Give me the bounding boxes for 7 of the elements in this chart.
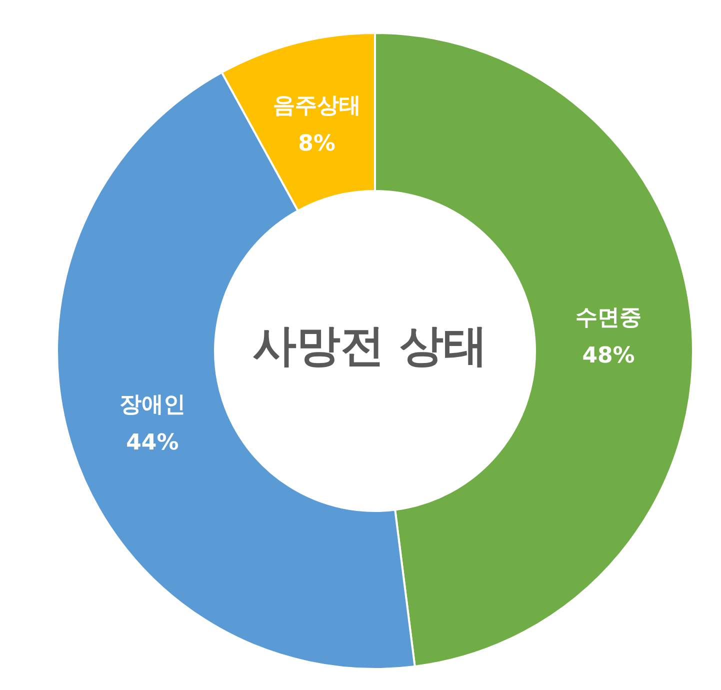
slice-label: 장애인	[119, 392, 186, 418]
data-label: 44%	[126, 430, 179, 456]
data-label: 48%	[582, 343, 635, 368]
text: 사망전 상태	[252, 320, 488, 372]
slice-label: 수면중	[576, 305, 642, 330]
slice-label: 음주상태	[272, 93, 361, 118]
data-label: 8%	[298, 131, 336, 156]
